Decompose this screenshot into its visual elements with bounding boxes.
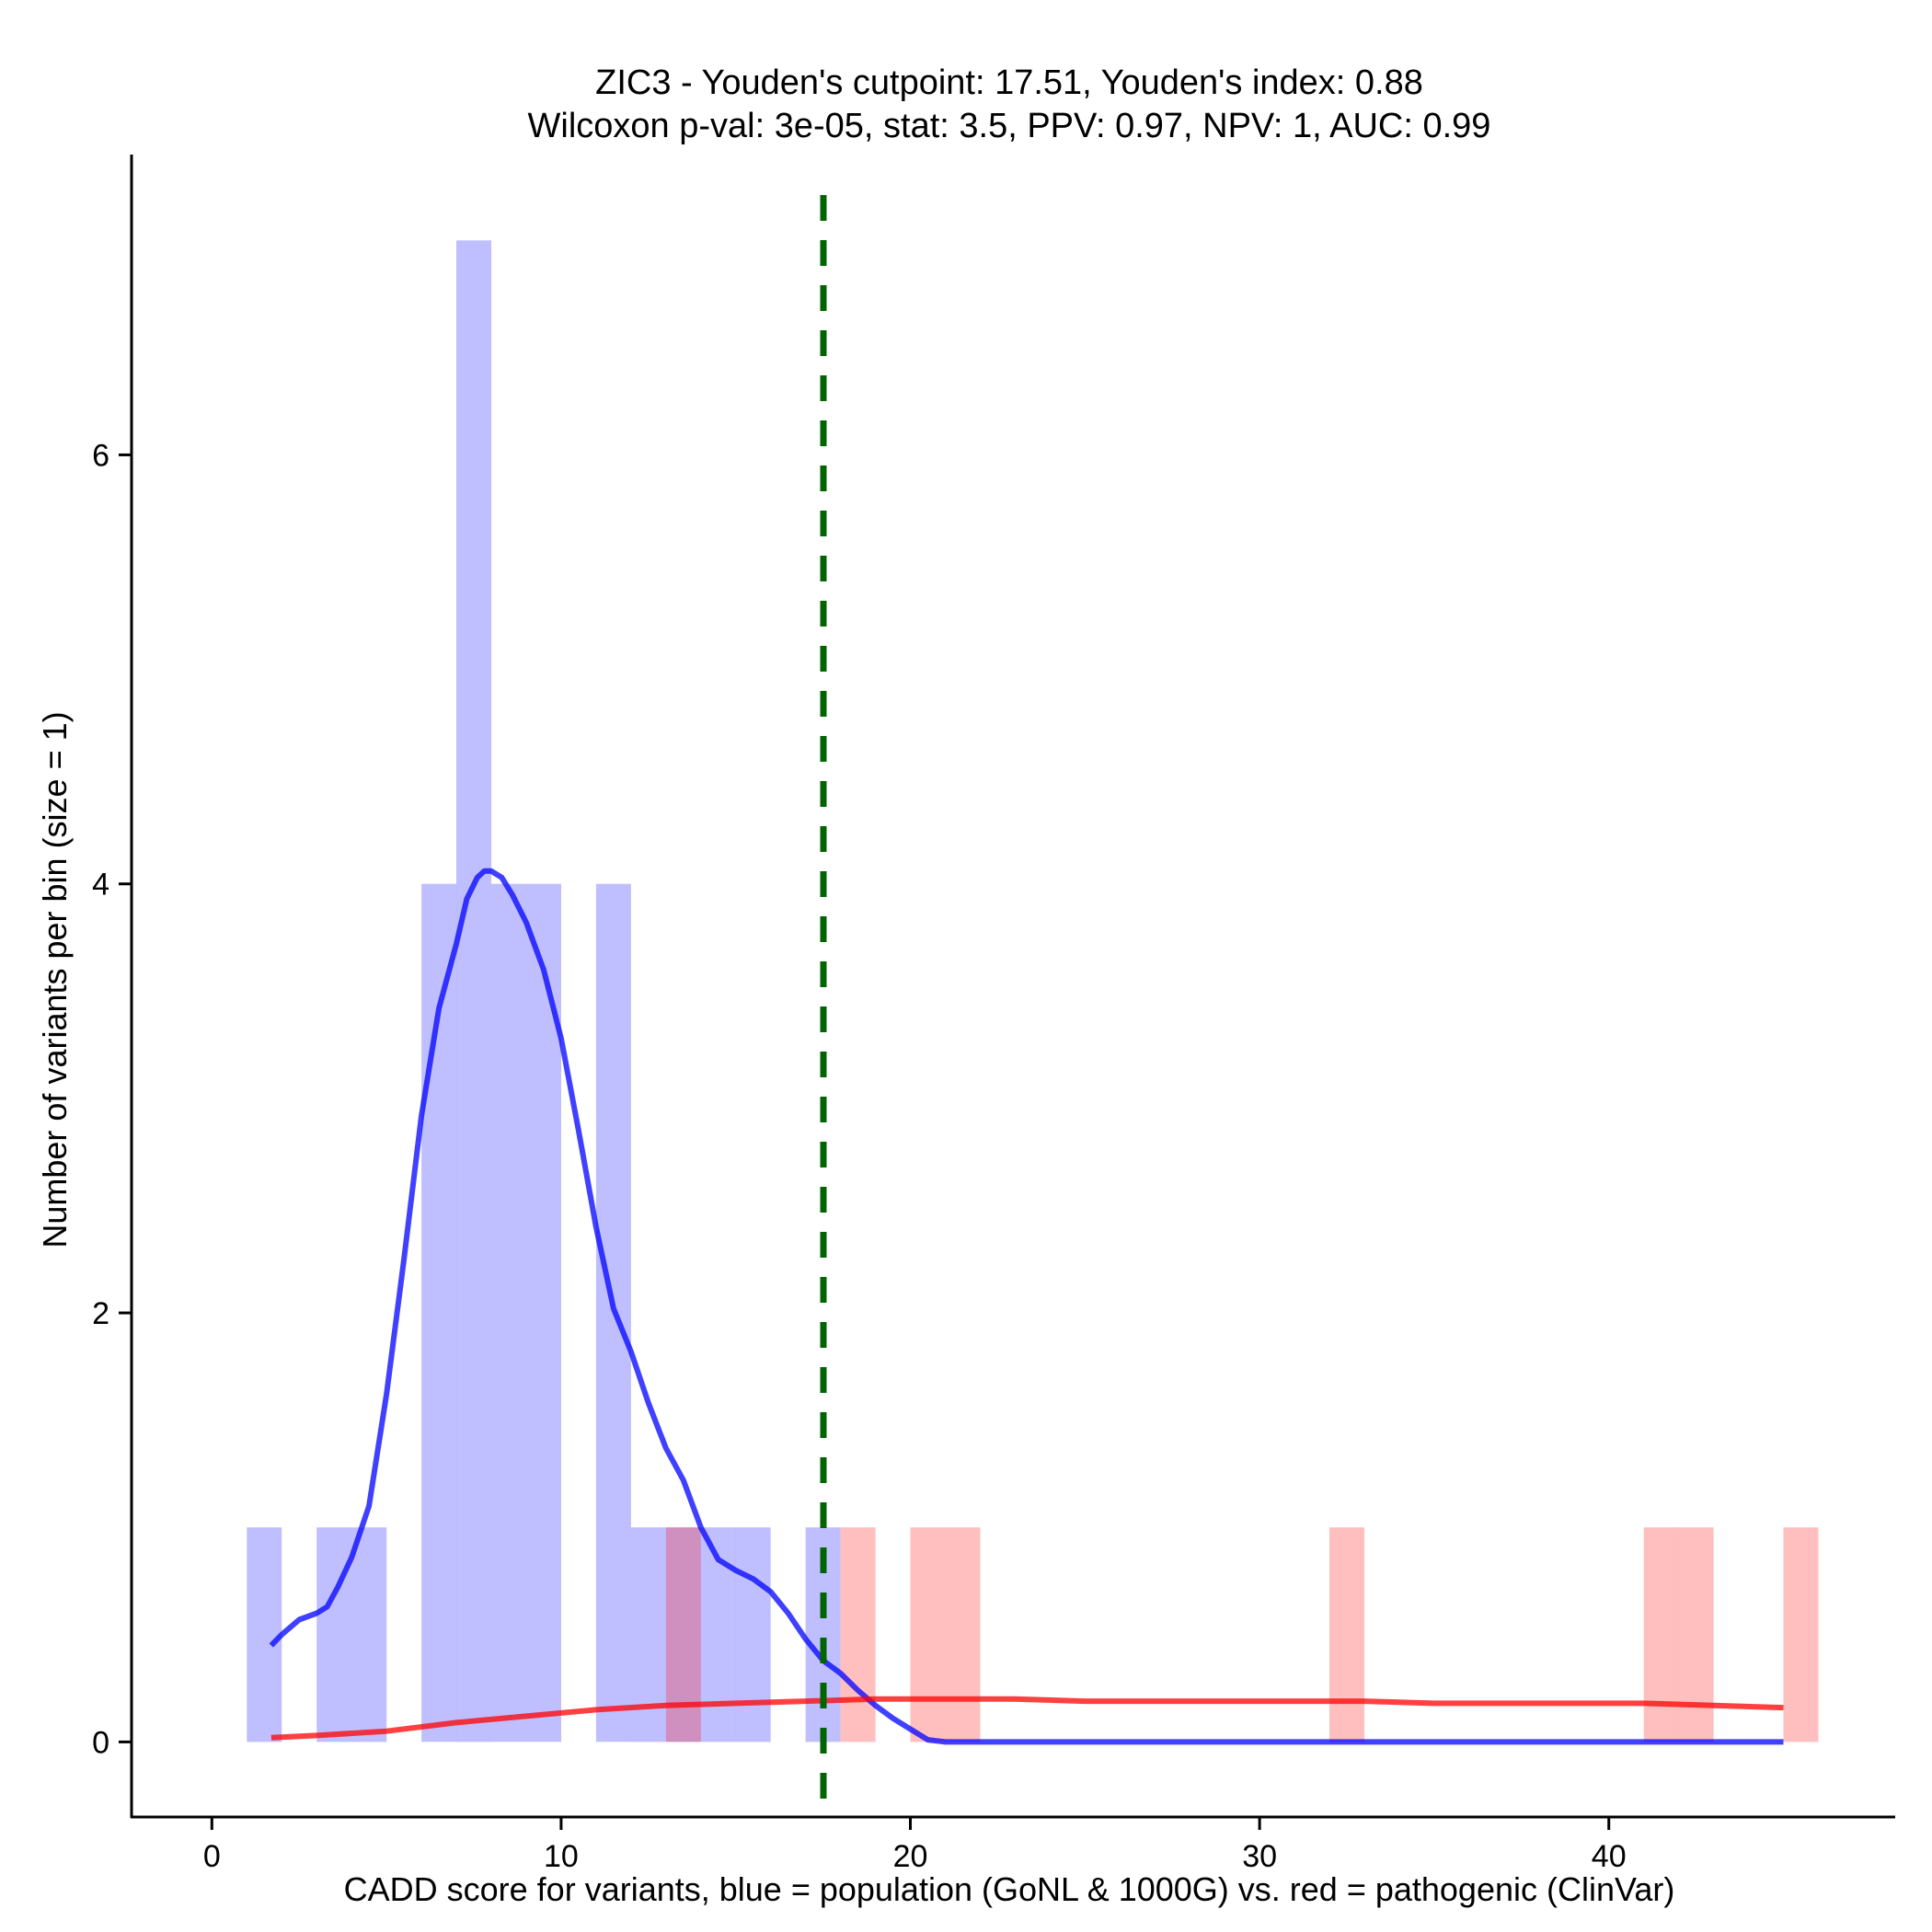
population-histogram-bar xyxy=(456,240,491,1742)
population-histogram-bar xyxy=(247,1527,282,1742)
population-histogram-bar xyxy=(491,883,526,1742)
y-axis-label: Number of variants per bin (size = 1) xyxy=(36,711,74,1248)
x-axis-label: CADD score for variants, blue = populati… xyxy=(344,1870,1675,1908)
population-histogram-bar xyxy=(735,1527,771,1742)
population-density-line xyxy=(269,868,1784,1745)
pathogenic-density-line xyxy=(270,1696,1784,1741)
chart-title: ZIC3 - Youden's cutpoint: 17.51, Youden'… xyxy=(595,63,1423,102)
pathogenic-histogram-bar xyxy=(1329,1527,1364,1742)
pathogenic-histogram-bar xyxy=(1678,1527,1714,1742)
x-tick-label: 40 xyxy=(1592,1839,1627,1874)
density-lines xyxy=(269,868,1784,1745)
y-tick-label: 2 xyxy=(92,1296,109,1331)
population-histogram-bar xyxy=(351,1527,387,1742)
pathogenic-histogram-bar xyxy=(945,1527,981,1742)
chart-subtitle: Wilcoxon p-val: 3e-05, stat: 3.5, PPV: 0… xyxy=(528,107,1491,145)
population-histogram-bar xyxy=(316,1527,352,1742)
x-tick-label: 20 xyxy=(893,1839,928,1874)
y-tick-label: 0 xyxy=(92,1725,109,1760)
axes: 0 10 20 30 40 0 2 4 6 xyxy=(92,155,1895,1874)
histogram-bars xyxy=(247,240,1819,1742)
x-tick-label: 10 xyxy=(544,1839,579,1874)
y-tick-label: 4 xyxy=(92,868,109,903)
pathogenic-histogram-bar xyxy=(910,1527,946,1742)
pathogenic-histogram-bar xyxy=(840,1527,876,1742)
x-tick-label: 30 xyxy=(1242,1839,1277,1874)
pathogenic-histogram-bar xyxy=(1783,1527,1819,1742)
population-histogram-bar xyxy=(421,883,457,1742)
x-tick-label: 0 xyxy=(203,1839,221,1874)
y-tick-label: 6 xyxy=(92,438,109,473)
pathogenic-histogram-bar xyxy=(1643,1527,1679,1742)
pathogenic-histogram-bar xyxy=(665,1527,701,1742)
